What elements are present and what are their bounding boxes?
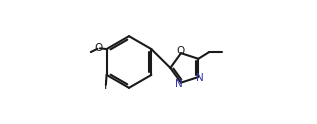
Text: I: I	[104, 79, 107, 93]
Text: N: N	[175, 79, 183, 89]
Text: O: O	[95, 43, 103, 53]
Text: N: N	[196, 74, 204, 83]
Text: O: O	[176, 46, 184, 56]
